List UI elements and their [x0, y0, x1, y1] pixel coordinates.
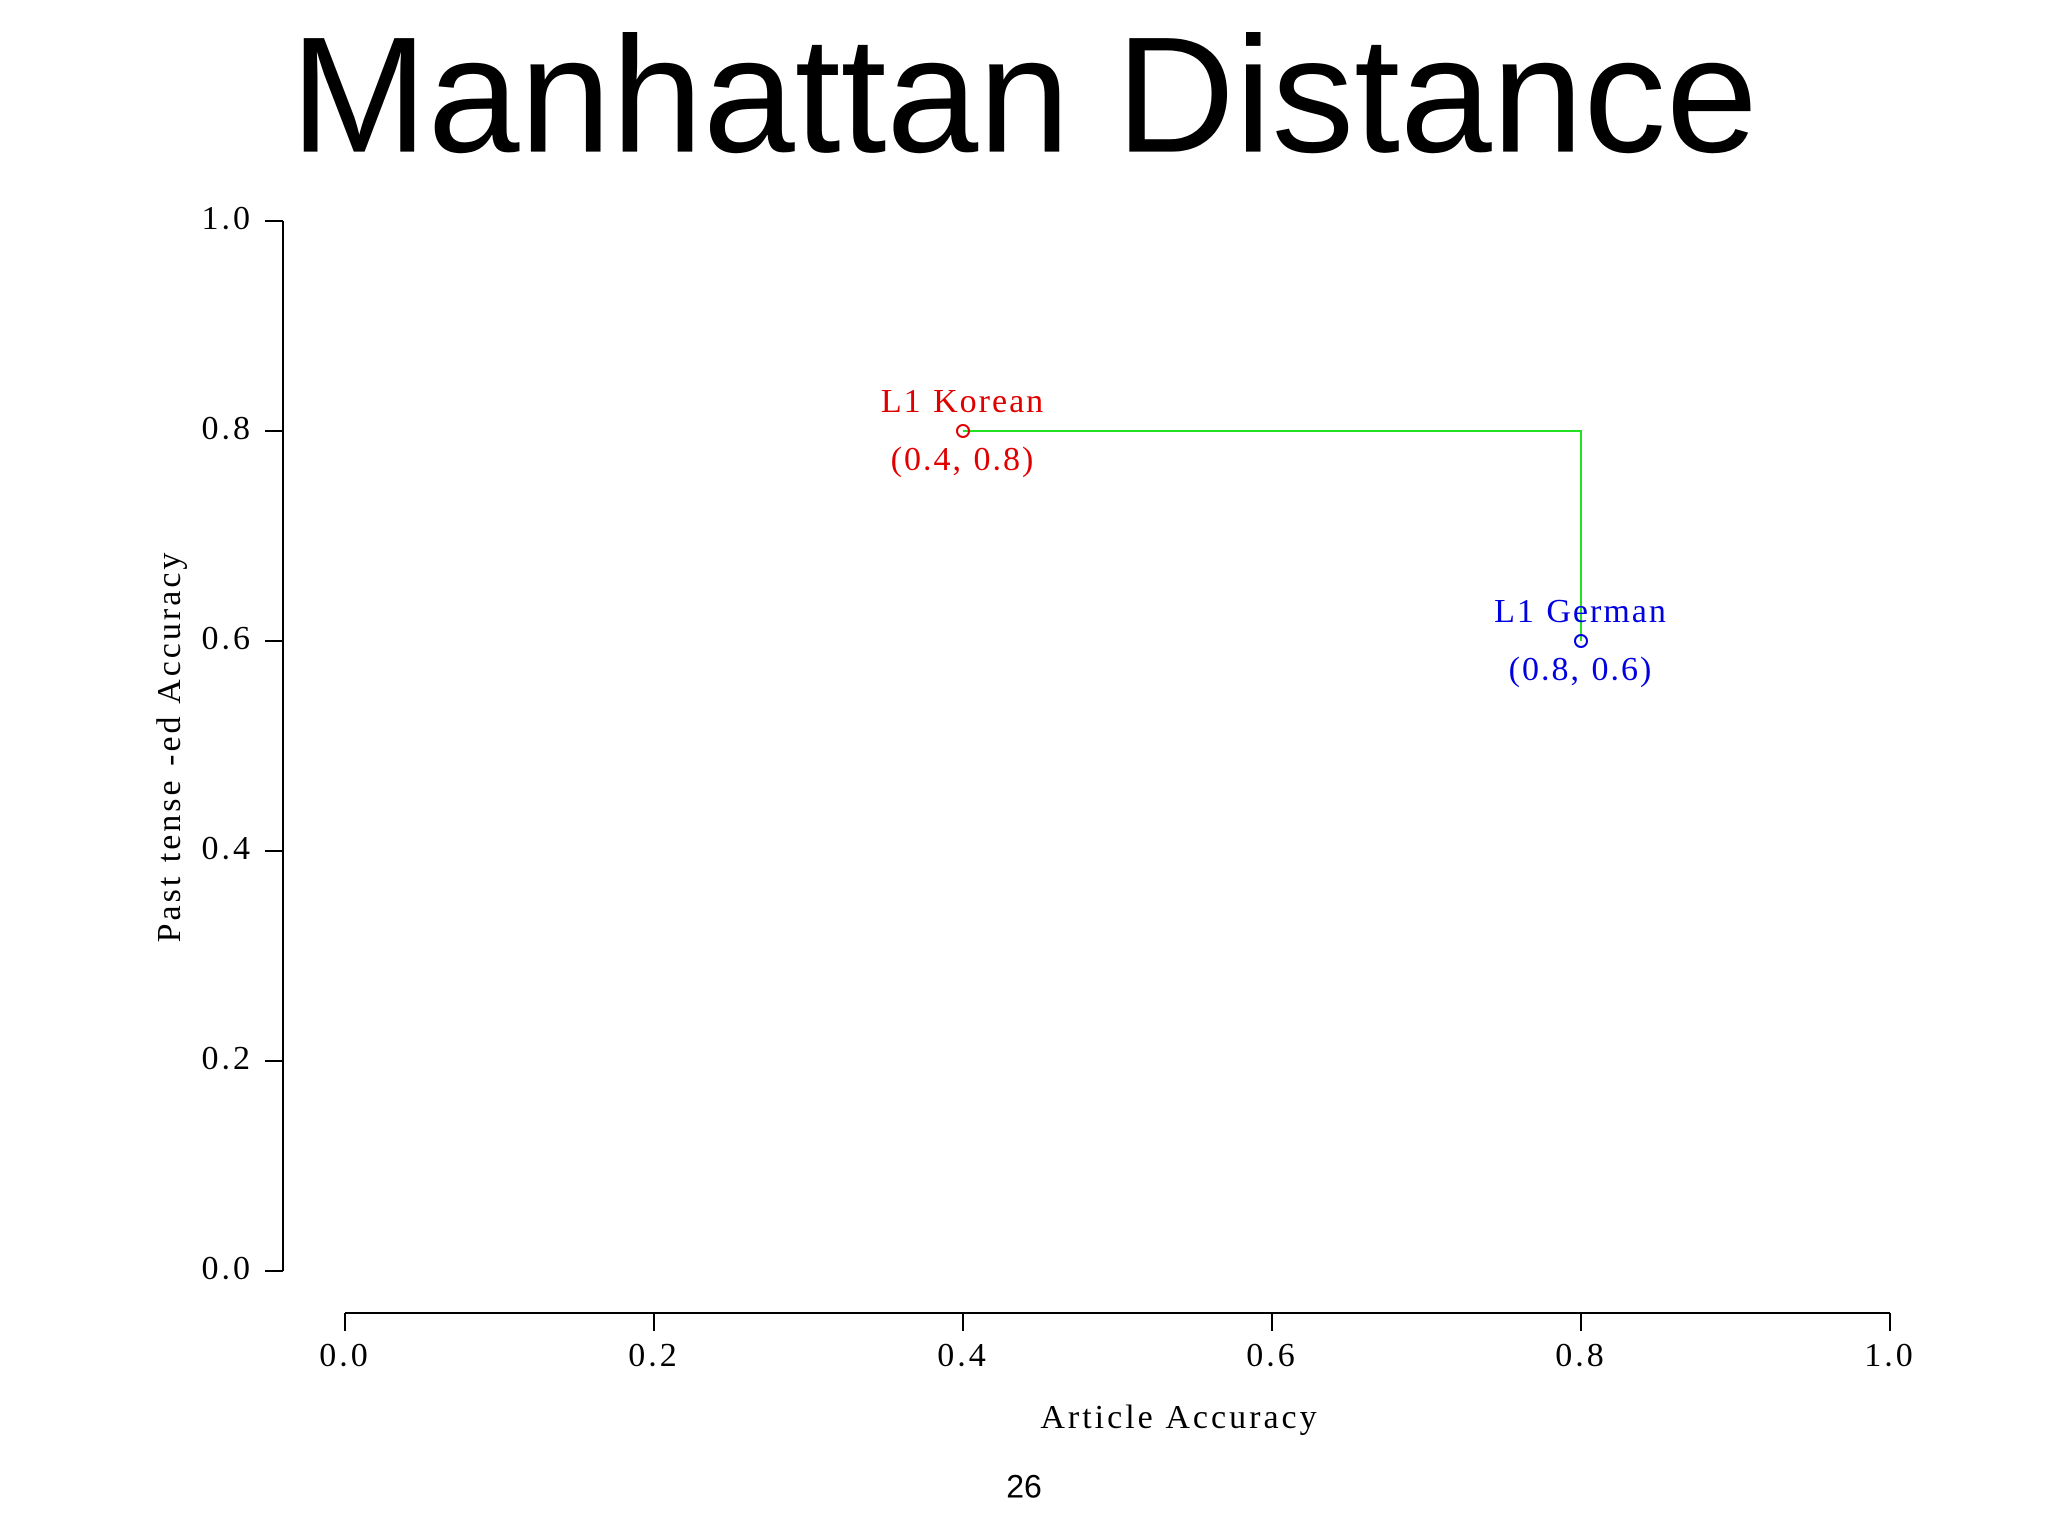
x-tick-label: 0.0: [319, 1337, 371, 1374]
slide-title: Manhattan Distance: [290, 3, 1758, 187]
data-point: [1574, 634, 1588, 648]
y-tick-label: 1.0: [202, 200, 254, 237]
point-name: L1 German: [1494, 593, 1668, 630]
y-tick-label: 0.4: [202, 830, 254, 867]
point-value-label: (0.8, 0.6): [1509, 651, 1654, 688]
point-value-label: (0.4, 0.8): [891, 441, 1036, 478]
x-tick-label: 0.8: [1555, 1337, 1607, 1374]
data-point: [956, 424, 970, 438]
y-tick-label: 0.8: [202, 410, 254, 447]
y-tick-label: 0.2: [202, 1040, 254, 1077]
page-number: 26: [1006, 1468, 1042, 1504]
x-tick-label: 0.2: [628, 1337, 680, 1374]
y-tick-label: 0.0: [202, 1250, 254, 1287]
manhattan-path: [963, 430, 1582, 641]
x-tick-label: 1.0: [1864, 1337, 1916, 1374]
x-tick-label: 0.6: [1246, 1337, 1298, 1374]
y-axis-label: Past tense -ed Accuracy: [151, 550, 188, 943]
x-axis-label: Article Accuracy: [1040, 1399, 1319, 1436]
y-tick-label: 0.6: [202, 620, 254, 657]
point-name: L1 Korean: [881, 383, 1045, 420]
x-tick-label: 0.4: [937, 1337, 989, 1374]
